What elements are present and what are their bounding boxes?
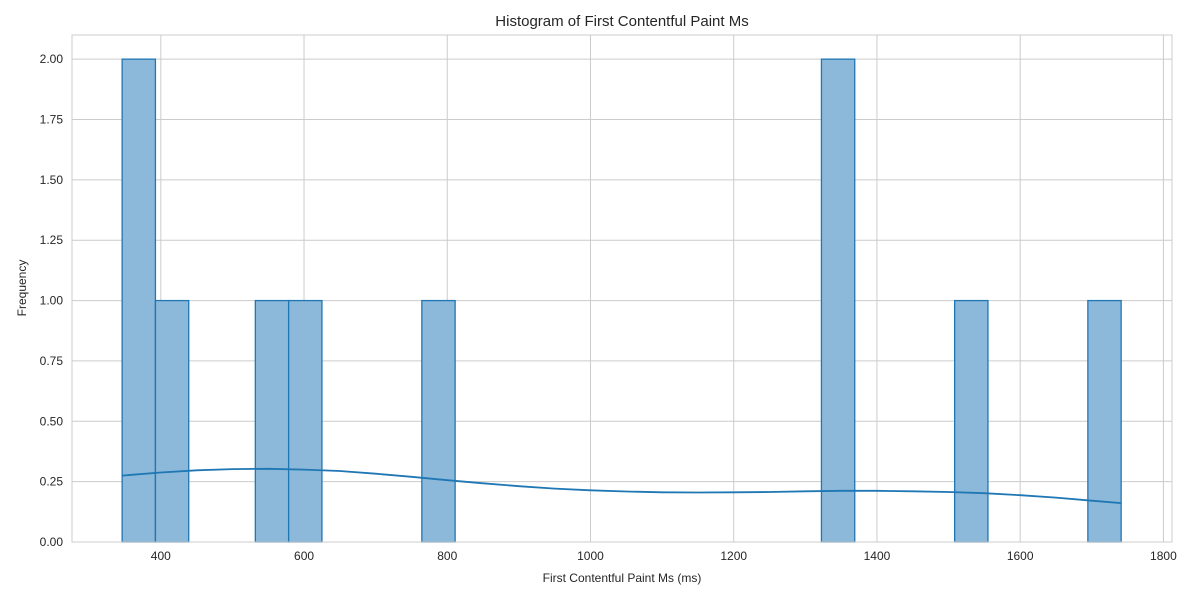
y-tick-label: 0.00 (40, 535, 64, 549)
y-tick-label: 1.75 (40, 113, 64, 127)
x-tick-labels: 400 600 800 1000 1200 1400 1600 1800 (151, 549, 1177, 563)
x-tick-label: 1600 (1007, 549, 1034, 563)
histogram-bar (820, 58, 856, 543)
histogram-bar (254, 299, 290, 543)
histogram-bars (121, 58, 1122, 543)
kde-curve-layer (122, 467, 1122, 504)
histogram-bar (121, 58, 157, 543)
y-tick-label: 2.00 (40, 52, 64, 66)
histogram-bar (1087, 299, 1122, 543)
x-tick-label: 1000 (577, 549, 604, 563)
chart-title: Histogram of First Contentful Paint Ms (495, 13, 748, 30)
histogram-bar (287, 299, 323, 543)
x-tick-label: 1800 (1150, 549, 1177, 563)
grid (72, 35, 1172, 543)
histogram-bar (953, 299, 989, 543)
y-tick-label: 1.25 (40, 233, 64, 247)
y-tick-label: 0.50 (40, 414, 64, 428)
kde-curve (122, 467, 1122, 504)
x-tick-label: 1400 (864, 549, 891, 563)
x-tick-label: 600 (294, 549, 314, 563)
y-tick-label: 0.25 (40, 475, 64, 489)
histogram-bar (421, 299, 456, 543)
x-tick-label: 400 (151, 549, 171, 563)
y-axis-title: Frequency (15, 260, 29, 317)
y-tick-label: 0.75 (40, 354, 64, 368)
x-tick-label: 1200 (720, 549, 747, 563)
y-tick-label: 1.00 (40, 294, 64, 308)
y-tick-label: 1.50 (40, 173, 64, 187)
histogram-bar (154, 299, 190, 543)
x-tick-label: 800 (437, 549, 457, 563)
plot-frame (71, 34, 1173, 543)
y-tick-labels: 0.00 0.25 0.50 0.75 1.00 1.25 1.50 1.75 2.00 (40, 52, 64, 549)
x-axis-title: First Contentful Paint Ms (ms) (543, 571, 702, 585)
